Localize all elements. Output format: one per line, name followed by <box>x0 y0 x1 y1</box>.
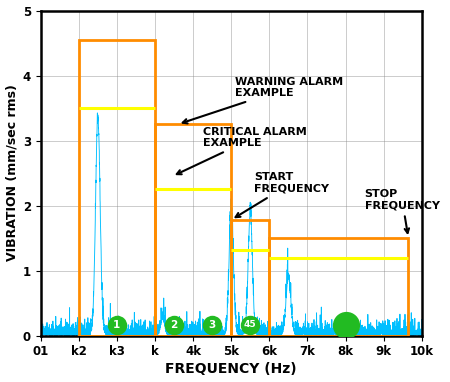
Text: STOP
FREQUENCY: STOP FREQUENCY <box>364 189 440 233</box>
Y-axis label: VIBRATION (mm/sec rms): VIBRATION (mm/sec rms) <box>5 85 18 262</box>
Bar <box>155 124 231 335</box>
Text: WARNING ALARM
EXAMPLE: WARNING ALARM EXAMPLE <box>183 77 343 123</box>
Text: 1: 1 <box>113 319 121 330</box>
Bar <box>79 40 155 335</box>
Text: 3: 3 <box>208 319 216 330</box>
Text: CRITICAL ALARM
EXAMPLE: CRITICAL ALARM EXAMPLE <box>177 127 306 174</box>
Text: 45: 45 <box>244 320 256 329</box>
Bar <box>270 238 409 335</box>
Bar <box>231 220 270 335</box>
X-axis label: FREQUENCY (Hz): FREQUENCY (Hz) <box>166 363 297 376</box>
Text: START
FREQUENCY: START FREQUENCY <box>236 172 329 217</box>
Text: 2: 2 <box>171 319 178 330</box>
